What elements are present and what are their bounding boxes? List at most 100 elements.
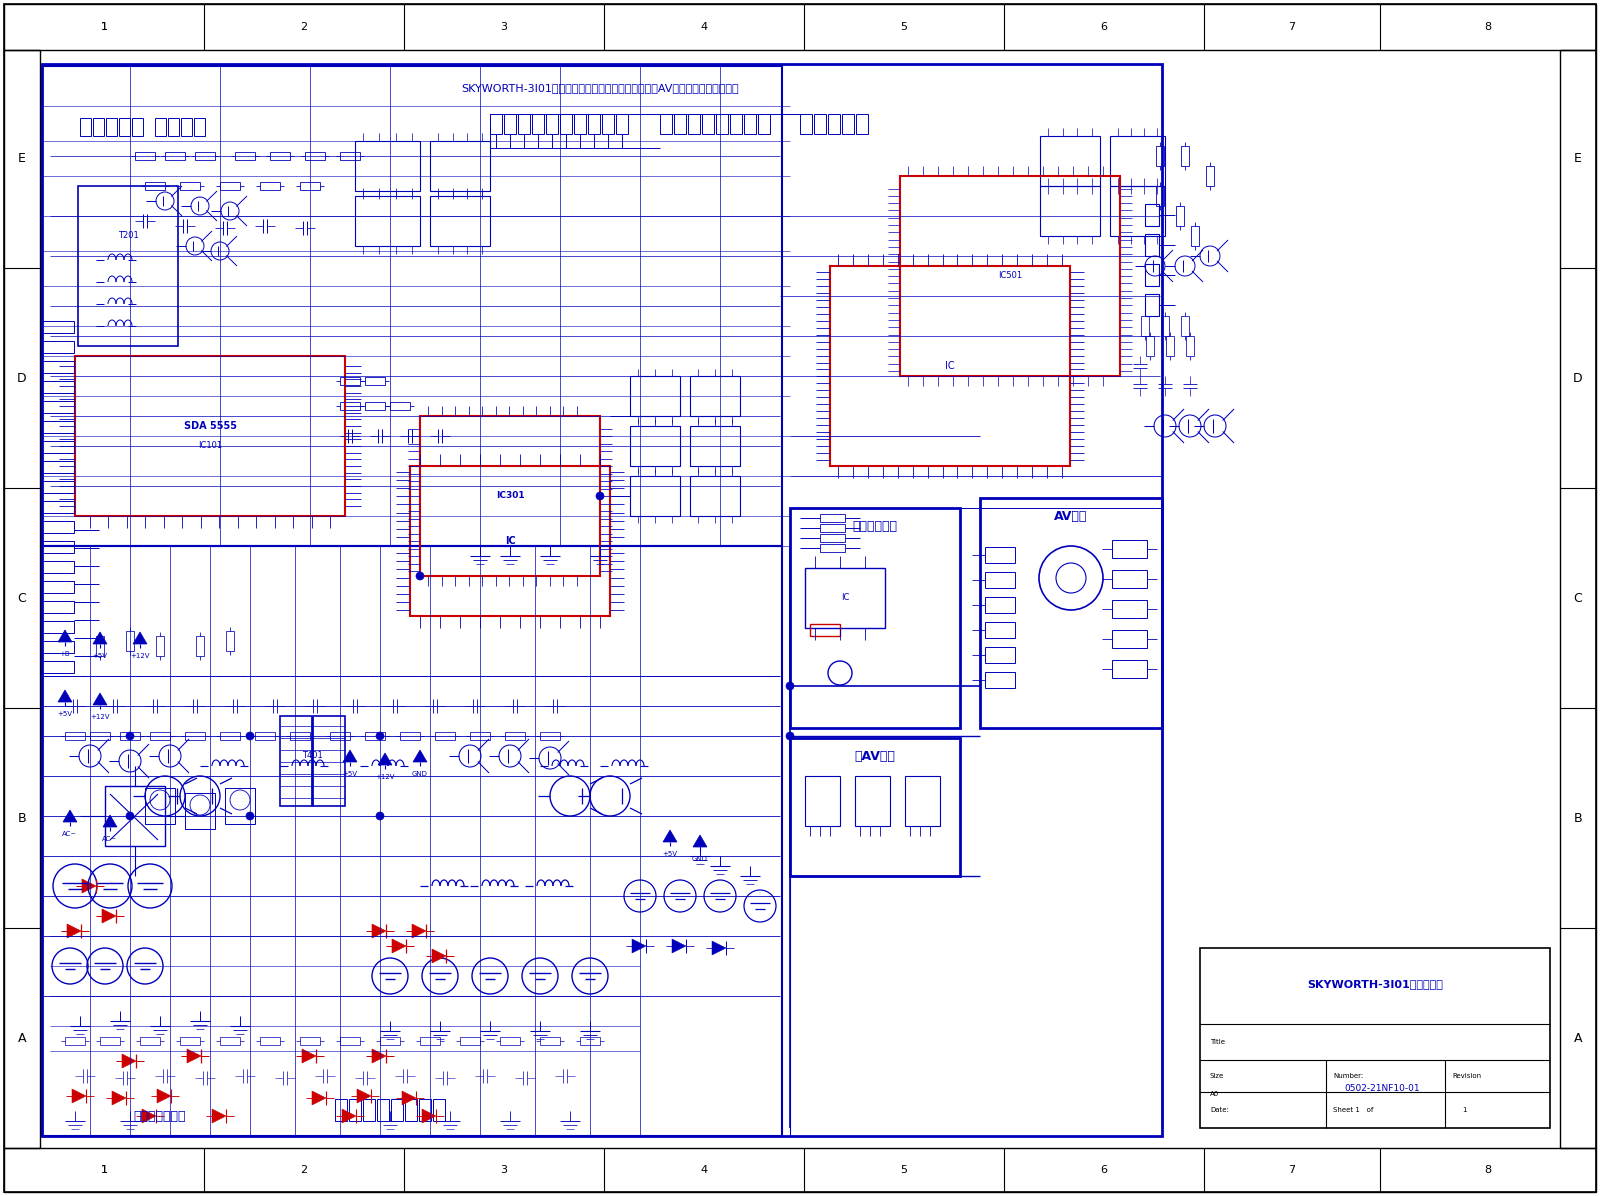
Bar xyxy=(1146,294,1158,316)
Bar xyxy=(499,1037,520,1045)
Polygon shape xyxy=(72,1090,86,1103)
Bar xyxy=(400,732,419,740)
Bar xyxy=(290,732,310,740)
Bar xyxy=(106,118,117,136)
Text: 5: 5 xyxy=(901,1165,907,1174)
Polygon shape xyxy=(693,835,707,847)
Bar xyxy=(80,118,91,136)
Bar xyxy=(1112,570,1147,588)
Text: AV单元: AV单元 xyxy=(1054,509,1088,523)
Bar xyxy=(334,1099,347,1121)
Bar xyxy=(195,152,214,160)
Circle shape xyxy=(246,812,254,820)
Bar xyxy=(66,732,85,740)
Text: +12V: +12V xyxy=(130,653,150,659)
Bar xyxy=(42,581,74,593)
Bar xyxy=(986,672,1014,688)
Circle shape xyxy=(376,732,384,740)
Bar xyxy=(330,732,350,740)
Polygon shape xyxy=(632,939,646,953)
Bar xyxy=(378,1099,389,1121)
Bar xyxy=(186,793,214,829)
Bar xyxy=(829,114,840,134)
Polygon shape xyxy=(67,925,82,938)
Bar xyxy=(349,1099,362,1121)
Text: SDA 5555: SDA 5555 xyxy=(184,421,237,431)
Text: Sheet 1   of: Sheet 1 of xyxy=(1333,1107,1373,1113)
Bar xyxy=(3,1148,1597,1192)
Bar xyxy=(1146,234,1158,256)
Text: IC: IC xyxy=(504,536,515,547)
Bar xyxy=(1112,600,1147,618)
Text: T401: T401 xyxy=(302,751,322,761)
Text: 0502-21NF10-01: 0502-21NF10-01 xyxy=(1344,1084,1419,1093)
Bar xyxy=(674,114,686,134)
Bar xyxy=(42,661,74,673)
Text: B: B xyxy=(18,812,26,824)
Text: 红外接收单元: 红外接收单元 xyxy=(853,519,898,532)
Text: IC: IC xyxy=(946,361,955,371)
Bar xyxy=(165,152,186,160)
Bar xyxy=(906,776,941,826)
Bar xyxy=(3,4,1597,50)
Bar xyxy=(126,631,134,651)
Bar xyxy=(96,636,104,655)
Polygon shape xyxy=(133,631,147,643)
Bar xyxy=(790,508,960,728)
Polygon shape xyxy=(312,1091,326,1105)
Polygon shape xyxy=(211,1109,226,1123)
Bar xyxy=(390,1099,403,1121)
Bar xyxy=(390,402,410,410)
Bar xyxy=(221,732,240,740)
Text: 4: 4 xyxy=(701,1165,707,1174)
Text: +12V: +12V xyxy=(90,714,110,720)
Bar xyxy=(42,321,74,332)
Bar xyxy=(179,1037,200,1045)
Bar xyxy=(805,568,885,628)
Text: Title: Title xyxy=(1210,1038,1226,1044)
Text: SKYWORTH-3I01电路原理图: SKYWORTH-3I01电路原理图 xyxy=(1307,980,1443,989)
Bar xyxy=(1040,187,1101,236)
Bar xyxy=(430,196,490,246)
Bar xyxy=(518,114,530,134)
Bar xyxy=(1112,541,1147,559)
Text: E: E xyxy=(1574,153,1582,165)
Bar xyxy=(419,1099,430,1121)
Polygon shape xyxy=(302,1049,317,1063)
Bar xyxy=(254,732,275,740)
Text: +B: +B xyxy=(59,651,70,657)
Polygon shape xyxy=(402,1091,416,1105)
Bar xyxy=(157,636,165,655)
Bar xyxy=(235,152,254,160)
Polygon shape xyxy=(712,941,726,954)
Bar xyxy=(186,732,205,740)
Bar xyxy=(221,182,240,190)
Text: 1: 1 xyxy=(101,1165,107,1174)
Bar xyxy=(1155,146,1165,166)
Bar xyxy=(856,114,867,134)
Text: 8: 8 xyxy=(1485,22,1491,32)
Bar xyxy=(365,402,386,410)
Text: IC101: IC101 xyxy=(198,441,222,451)
Bar xyxy=(688,114,701,134)
Polygon shape xyxy=(662,830,677,842)
Bar xyxy=(355,141,419,191)
Bar xyxy=(106,786,165,846)
Bar xyxy=(690,476,739,515)
Bar xyxy=(630,476,680,515)
Bar xyxy=(42,65,1162,1136)
Text: SKYWORTH-3I01电路原理图（主板单元、电源单元、AV单元及红外接收单元）: SKYWORTH-3I01电路原理图（主板单元、电源单元、AV单元及红外接收单元… xyxy=(461,83,739,93)
Polygon shape xyxy=(422,1109,435,1123)
Bar xyxy=(717,114,728,134)
Bar xyxy=(579,1037,600,1045)
Bar xyxy=(661,114,672,134)
Text: E: E xyxy=(18,153,26,165)
Polygon shape xyxy=(342,1109,355,1123)
Bar xyxy=(986,572,1014,588)
Polygon shape xyxy=(112,1091,126,1105)
Polygon shape xyxy=(672,939,686,953)
Bar xyxy=(226,788,254,824)
Polygon shape xyxy=(58,690,72,702)
Bar xyxy=(42,421,74,433)
Bar xyxy=(270,152,290,160)
